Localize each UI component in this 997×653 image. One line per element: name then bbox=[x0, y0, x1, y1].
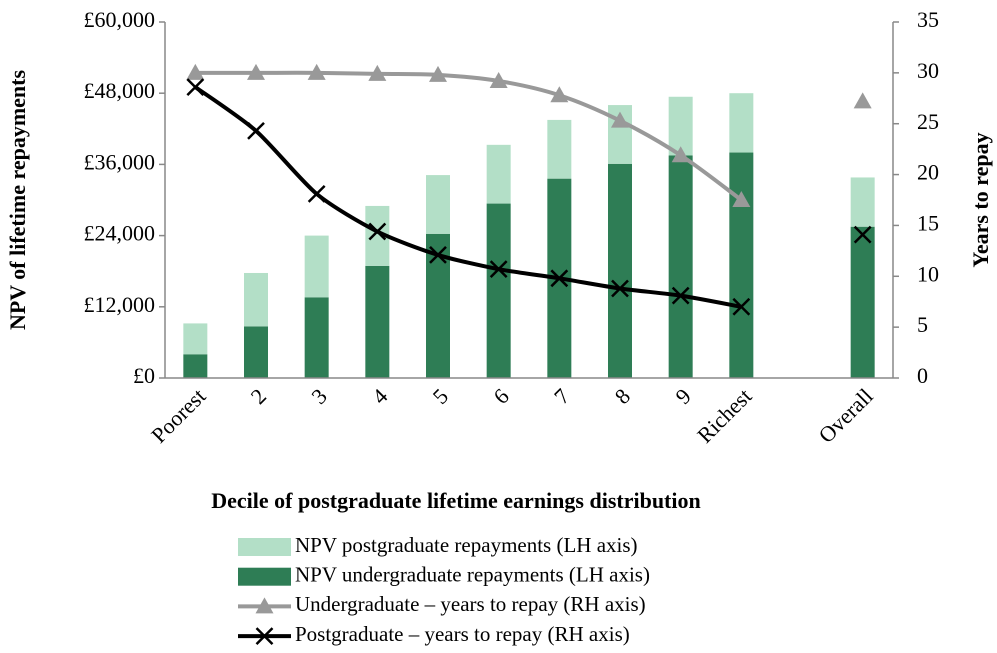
bar bbox=[365, 205, 390, 266]
bar bbox=[244, 272, 268, 327]
line-marker bbox=[247, 121, 265, 140]
x-tick-label: Richest bbox=[692, 383, 756, 447]
line-marker bbox=[550, 269, 569, 288]
y-tick-label: £60,000 bbox=[84, 7, 156, 32]
bar bbox=[850, 226, 875, 378]
x-tick-label: Poorest bbox=[146, 383, 210, 447]
y-tick-label: £36,000 bbox=[84, 149, 156, 174]
legend-label: Postgraduate – years to repay (RH axis) bbox=[295, 622, 630, 646]
x-axis-title: Decile of postgraduate lifetime earnings… bbox=[211, 488, 700, 513]
x-tick-label: 8 bbox=[610, 383, 635, 408]
bar bbox=[850, 177, 875, 227]
x-tick-label: 3 bbox=[306, 383, 331, 408]
line-marker bbox=[489, 71, 508, 88]
line-marker bbox=[307, 63, 326, 80]
line-marker bbox=[368, 64, 387, 81]
y2-axis-title: Years to repay bbox=[968, 132, 993, 267]
bar bbox=[365, 265, 390, 378]
line-marker bbox=[853, 92, 872, 109]
x-tick-label: 2 bbox=[246, 383, 271, 408]
x-tick-label: Overall bbox=[813, 383, 877, 447]
bar bbox=[304, 297, 329, 378]
y-tick-label: £48,000 bbox=[84, 78, 156, 103]
y2-tick-label: 20 bbox=[917, 160, 939, 185]
bar bbox=[486, 203, 511, 378]
line-marker bbox=[671, 286, 690, 305]
line-marker bbox=[611, 279, 629, 298]
line-marker bbox=[550, 86, 569, 103]
line bbox=[195, 73, 862, 200]
y2-tick-label: 35 bbox=[917, 7, 939, 32]
y-axis-title: NPV of lifetime repayments bbox=[5, 70, 30, 331]
line-marker bbox=[186, 78, 205, 96]
line-marker bbox=[429, 246, 447, 264]
line-marker bbox=[307, 185, 326, 203]
y2-tick-label: 0 bbox=[917, 363, 928, 388]
bar bbox=[244, 326, 268, 378]
y-tick-label: £0 bbox=[133, 363, 155, 388]
y2-tick-label: 15 bbox=[917, 210, 939, 235]
line bbox=[195, 87, 862, 307]
x-tick-label: 4 bbox=[367, 383, 392, 408]
y2-tick-label: 25 bbox=[917, 109, 939, 134]
bar bbox=[486, 144, 511, 204]
line-marker bbox=[611, 111, 629, 128]
line-marker bbox=[671, 146, 690, 163]
bar bbox=[426, 233, 450, 378]
x-tick-label: 7 bbox=[549, 383, 574, 408]
y2-tick-label: 30 bbox=[917, 58, 939, 83]
line-marker bbox=[429, 65, 447, 82]
y-tick-label: £12,000 bbox=[84, 292, 156, 317]
bar bbox=[183, 323, 208, 355]
bar bbox=[426, 175, 450, 234]
legend-marker bbox=[255, 627, 274, 645]
bar bbox=[183, 354, 208, 378]
line-marker bbox=[247, 63, 265, 80]
x-tick-label: 9 bbox=[670, 383, 695, 408]
legend-marker bbox=[255, 597, 274, 614]
x-tick-label: 5 bbox=[428, 383, 453, 408]
bar bbox=[547, 119, 572, 179]
bar bbox=[668, 96, 693, 156]
x-tick-label: 6 bbox=[488, 383, 513, 408]
line-marker bbox=[186, 63, 205, 80]
legend-label: NPV postgraduate repayments (LH axis) bbox=[295, 533, 638, 557]
bar bbox=[304, 235, 329, 298]
legend-label: NPV undergraduate repayments (LH axis) bbox=[295, 563, 650, 587]
legend-swatch bbox=[238, 538, 291, 556]
bar bbox=[729, 152, 754, 378]
line-marker bbox=[732, 297, 751, 316]
bar bbox=[668, 155, 693, 378]
legend-swatch bbox=[238, 567, 291, 586]
line-marker bbox=[368, 222, 387, 241]
y-tick-label: £24,000 bbox=[84, 221, 156, 246]
bar bbox=[729, 93, 754, 153]
line-marker bbox=[489, 260, 508, 279]
y2-tick-label: 5 bbox=[917, 312, 928, 337]
legend-label: Undergraduate – years to repay (RH axis) bbox=[295, 592, 646, 616]
line-marker bbox=[732, 191, 751, 207]
y2-tick-label: 10 bbox=[917, 261, 939, 286]
bar bbox=[608, 163, 632, 378]
line-marker bbox=[853, 225, 872, 244]
